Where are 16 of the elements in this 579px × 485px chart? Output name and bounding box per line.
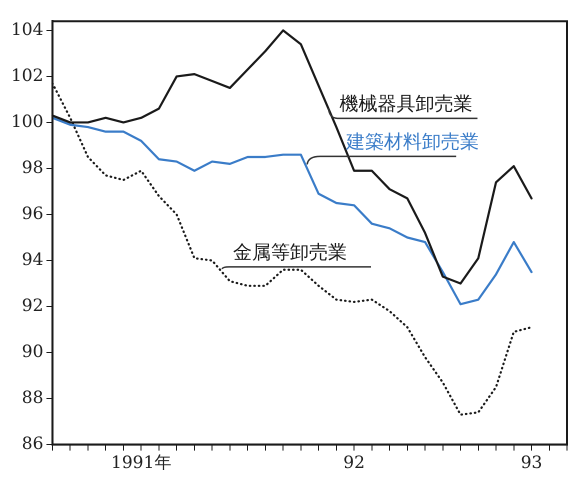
series-label: 機械器具卸売業 <box>339 92 472 115</box>
y-tick-label: 92 <box>22 296 44 316</box>
text: 建築材料卸売業 <box>345 130 480 153</box>
y-tick-label: 98 <box>22 158 44 178</box>
y-tick-label: 94 <box>22 250 44 270</box>
series-label: 金属等卸売業 <box>233 241 348 264</box>
y-tick-label: 104 <box>10 20 44 40</box>
y-tick-label: 102 <box>10 66 44 86</box>
y-tick-label: 96 <box>22 204 44 224</box>
y-tick-label: 88 <box>22 388 44 408</box>
y-tick-label: 90 <box>22 342 44 362</box>
y-tick-label: 100 <box>10 112 44 132</box>
x-tick-label: 92 <box>343 453 365 474</box>
x-tick-label: 93 <box>520 453 542 474</box>
y-tick-label: 86 <box>22 434 44 454</box>
x-tick-label: 1991年 <box>111 453 172 474</box>
